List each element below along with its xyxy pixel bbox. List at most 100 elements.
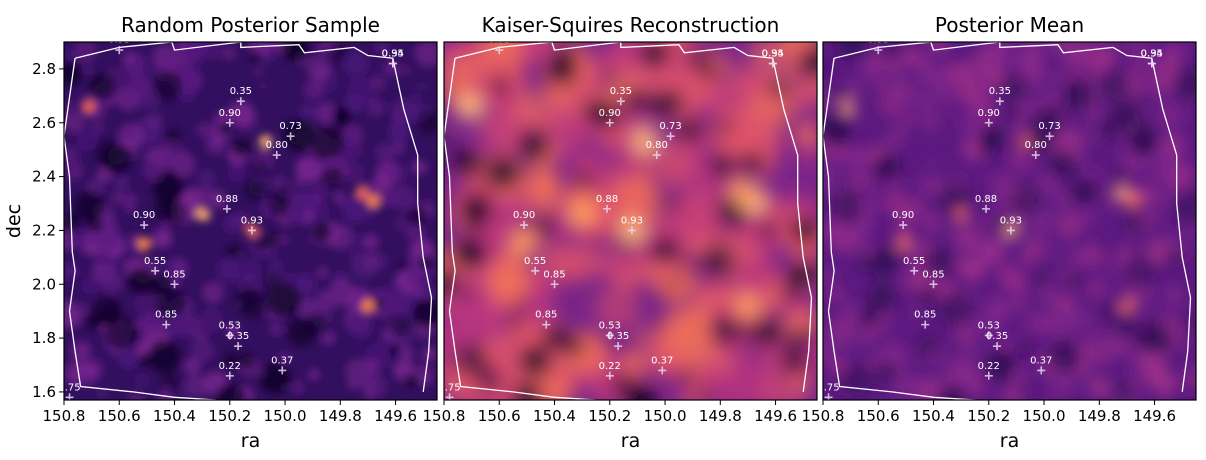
- cluster-redshift-label: 0.35: [230, 86, 252, 97]
- cluster-redshift-label: 0.34: [382, 49, 404, 60]
- panel-title: Posterior Mean: [935, 13, 1084, 37]
- x-tick-label: 150.4: [153, 407, 196, 425]
- cluster-redshift-label: 0.95: [382, 49, 404, 60]
- cluster-redshift-label: 0.95: [762, 49, 784, 60]
- cluster-marker: [151, 266, 160, 275]
- cluster-marker: [874, 46, 883, 55]
- cluster-redshift-label: 0.35: [989, 86, 1011, 97]
- cluster-redshift-label: 0.53: [599, 320, 621, 331]
- cluster-redshift-label: 0.88: [975, 194, 997, 205]
- cluster-redshift-label: 0.35: [227, 331, 249, 342]
- cluster-marker: [603, 204, 612, 213]
- survey-boundary: [444, 58, 456, 137]
- x-tick-label: 149.6: [754, 407, 797, 425]
- cluster-redshift-label: 0.22: [219, 361, 241, 372]
- cluster-marker: [616, 97, 625, 106]
- cluster-marker: [272, 151, 281, 160]
- x-axis-label: ra: [621, 430, 640, 452]
- cluster-redshift-label: 0.90: [513, 210, 535, 221]
- cluster-marker: [1147, 59, 1156, 68]
- cluster-marker: [286, 132, 295, 141]
- cluster-marker: [223, 204, 232, 213]
- heatmap-panel-2: 0.950.340.950.350.900.730.800.880.90 0.93…: [438, 42, 817, 400]
- cluster-marker: [234, 342, 243, 351]
- y-tick-label: 1.8: [32, 329, 56, 347]
- cluster-marker: [115, 46, 124, 55]
- x-tick-label: 150.0: [264, 407, 307, 425]
- cluster-redshift-label: 0.35: [610, 86, 632, 97]
- survey-boundary: [454, 42, 813, 392]
- cluster-marker: [995, 97, 1004, 106]
- cluster-marker: [652, 151, 661, 160]
- cluster-marker: [225, 331, 234, 340]
- survey-boundary: [823, 136, 976, 400]
- cluster-redshift-label: 0.93: [241, 215, 263, 226]
- cluster-marker: [1045, 132, 1054, 141]
- x-tick-label: 149.8: [1078, 407, 1121, 425]
- heatmap-texture: [64, 42, 437, 400]
- cluster-marker: [605, 331, 614, 340]
- cluster-redshift-label: 0.37: [651, 355, 673, 366]
- cluster-redshift-label: 0.35: [607, 331, 629, 342]
- cluster-redshift-label: 0.95: [108, 35, 130, 46]
- cluster-marker: [1031, 151, 1040, 160]
- cluster-marker: [495, 46, 504, 55]
- cluster-redshift-label: 0.55: [144, 256, 166, 267]
- cluster-marker: [605, 118, 614, 127]
- x-tick-label: 150.4: [912, 407, 955, 425]
- cluster-marker: [520, 221, 529, 230]
- cluster-redshift-label: 0.95: [1141, 49, 1163, 60]
- cluster-redshift-label: 0.37: [271, 355, 293, 366]
- x-tick-label: 150.6: [478, 407, 521, 425]
- cluster-marker: [627, 226, 636, 235]
- cluster-redshift-label: 0.85: [155, 310, 177, 321]
- cluster-redshift-label: 0.34: [1141, 49, 1163, 60]
- x-tick-label: 150.8: [43, 407, 86, 425]
- cluster-redshift-label: 0.90: [892, 210, 914, 221]
- x-tick-label: 149.8: [319, 407, 362, 425]
- x-axis-label: ra: [1000, 430, 1019, 452]
- cluster-marker: [658, 366, 667, 375]
- x-tick-label: 150.6: [98, 407, 141, 425]
- heatmap-panel-3: 0.950.340.950.350.900.730.800.880.90 0.93…: [817, 42, 1196, 400]
- cluster-redshift-label: 0.85: [163, 269, 185, 280]
- cluster-redshift-label: 0.75: [817, 382, 839, 393]
- x-tick-label: 150.2: [967, 407, 1010, 425]
- panel-title: Random Posterior Sample: [121, 13, 380, 37]
- cluster-marker: [993, 342, 1002, 351]
- cluster-marker: [278, 366, 287, 375]
- cluster-marker: [531, 266, 540, 275]
- cluster-marker: [162, 320, 171, 329]
- survey-boundary: [833, 42, 1192, 392]
- x-tick-label: 149.6: [1133, 407, 1176, 425]
- cluster-redshift-label: 0.85: [543, 269, 565, 280]
- y-tick-label: 2.4: [32, 168, 56, 186]
- cluster-marker: [225, 371, 234, 380]
- cluster-redshift-label: 0.90: [599, 108, 621, 119]
- x-tick-label: 150.2: [208, 407, 251, 425]
- y-axis-label: dec: [3, 204, 25, 238]
- cluster-marker: [921, 320, 930, 329]
- cluster-marker: [910, 266, 919, 275]
- panel-frame: [63, 41, 438, 401]
- cluster-marker: [236, 97, 245, 106]
- cluster-marker: [666, 132, 675, 141]
- panel-frame: [822, 41, 1197, 401]
- x-tick-label: 150.0: [644, 407, 687, 425]
- cluster-redshift-label: 0.73: [279, 121, 301, 132]
- cluster-redshift-label: 0.73: [659, 121, 681, 132]
- cluster-marker: [984, 371, 993, 380]
- cluster-redshift-label: 0.53: [219, 320, 241, 331]
- cluster-redshift-label: 0.75: [438, 382, 460, 393]
- cluster-marker: [899, 221, 908, 230]
- cluster-marker: [1037, 366, 1046, 375]
- cluster-redshift-label: 0.85: [922, 269, 944, 280]
- cluster-redshift-label: 0.55: [903, 256, 925, 267]
- cluster-redshift-label: 0.85: [914, 310, 936, 321]
- x-axis-label: ra: [241, 430, 260, 452]
- x-tick-label: 149.6: [374, 407, 417, 425]
- cluster-redshift-label: 0.88: [216, 194, 238, 205]
- survey-boundary: [444, 136, 597, 400]
- y-tick-label: 2.2: [32, 221, 56, 239]
